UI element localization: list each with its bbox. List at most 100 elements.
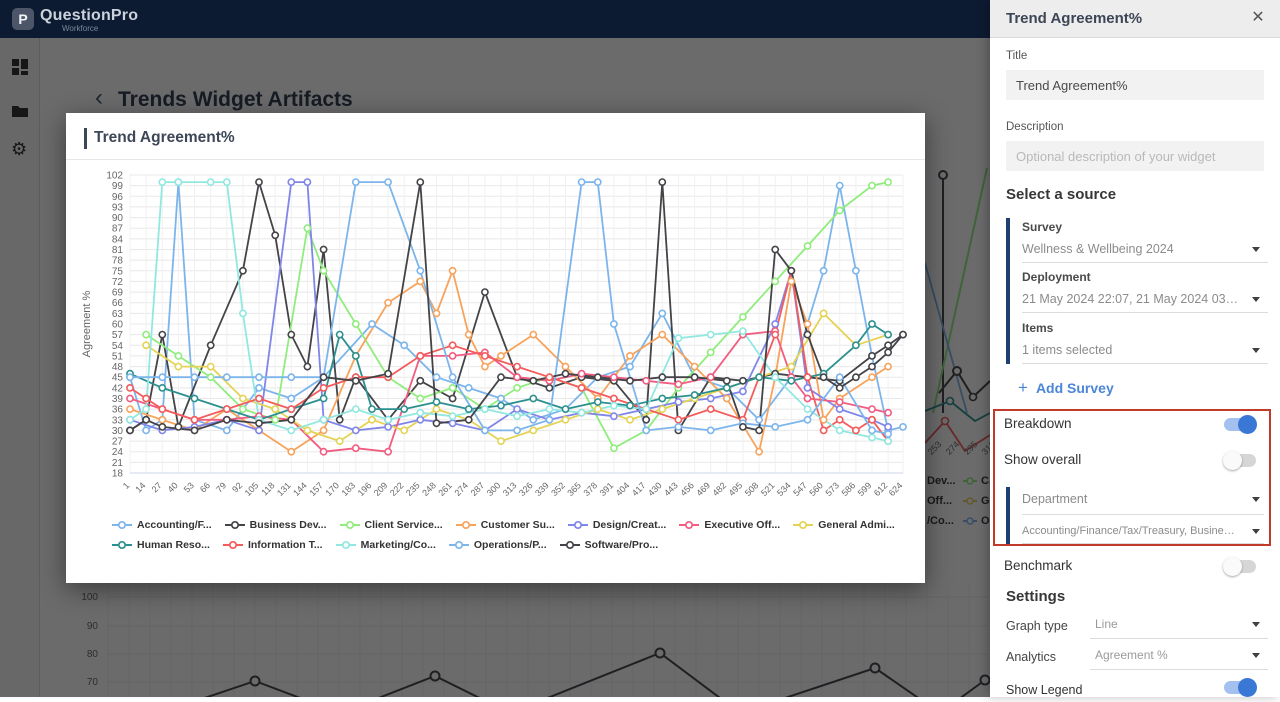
- deployment-select[interactable]: 21 May 2024 22:07, 21 May 2024 03:07, 20…: [1022, 292, 1240, 306]
- svg-text:508: 508: [743, 480, 761, 498]
- svg-text:131: 131: [275, 480, 293, 498]
- svg-text:57: 57: [112, 330, 124, 341]
- chevron-down-icon: [1252, 653, 1260, 658]
- analytics-label: Analytics: [1006, 650, 1057, 664]
- show-overall-toggle[interactable]: [1223, 451, 1256, 470]
- svg-text:42: 42: [112, 383, 124, 394]
- brand-name: QuestionPro: [40, 7, 139, 24]
- legend-marker-icon: [222, 540, 243, 550]
- svg-text:339: 339: [533, 480, 551, 498]
- breakdown-dimension-select[interactable]: Department: [1022, 492, 1088, 506]
- svg-text:36: 36: [112, 405, 124, 416]
- legend-item[interactable]: Executive Off...: [679, 519, 780, 531]
- svg-text:430: 430: [646, 480, 664, 498]
- panel-header: Trend Agreement% ✕: [990, 0, 1280, 38]
- analytics-select[interactable]: Agreement %: [1095, 648, 1168, 662]
- svg-text:495: 495: [727, 480, 745, 498]
- svg-text:21: 21: [112, 458, 124, 469]
- svg-text:84: 84: [112, 234, 124, 245]
- legend-item[interactable]: Accounting/F...: [112, 519, 212, 531]
- benchmark-toggle[interactable]: [1223, 557, 1256, 576]
- trend-line-chart: 1821242730333639424548515457606366697275…: [81, 171, 907, 498]
- svg-text:92: 92: [230, 480, 244, 494]
- legend-item[interactable]: Operations/P...: [448, 539, 547, 551]
- benchmark-label: Benchmark: [1004, 558, 1073, 573]
- svg-text:586: 586: [840, 480, 858, 498]
- divider: [1022, 262, 1268, 263]
- svg-text:102: 102: [106, 171, 123, 182]
- legend-marker-icon: [679, 520, 700, 530]
- graph-type-select[interactable]: Line: [1095, 617, 1118, 631]
- survey-select[interactable]: Wellness & Wellbeing 2024: [1022, 242, 1174, 256]
- chevron-down-icon: [1252, 247, 1260, 252]
- divider: [1022, 543, 1264, 544]
- svg-text:560: 560: [807, 480, 825, 498]
- svg-text:1: 1: [121, 480, 132, 491]
- questionpro-logo-icon[interactable]: P: [12, 8, 34, 30]
- description-input[interactable]: [1006, 141, 1264, 171]
- legend-marker-icon: [567, 520, 588, 530]
- show-overall-label: Show overall: [1004, 452, 1082, 467]
- description-field-label: Description: [1006, 121, 1064, 133]
- chevron-down-icon: [1252, 529, 1260, 534]
- svg-text:81: 81: [112, 245, 124, 256]
- svg-text:60: 60: [112, 320, 124, 331]
- legend-item[interactable]: Marketing/Co...: [335, 539, 436, 551]
- chevron-down-icon: [1252, 497, 1260, 502]
- title-input[interactable]: [1006, 70, 1264, 100]
- svg-text:78: 78: [112, 256, 124, 267]
- source-group-accent-bar: [1006, 218, 1010, 364]
- divider: [1090, 669, 1268, 670]
- items-label: Items: [1022, 321, 1054, 335]
- legend-label: Information T...: [247, 539, 323, 551]
- svg-text:96: 96: [112, 192, 124, 203]
- svg-text:75: 75: [112, 266, 124, 277]
- svg-text:45: 45: [112, 373, 124, 384]
- svg-text:93: 93: [112, 202, 124, 213]
- chart-title: Trend Agreement%: [94, 129, 235, 146]
- svg-text:54: 54: [112, 341, 124, 352]
- legend-marker-icon: [112, 520, 132, 530]
- svg-text:40: 40: [166, 480, 180, 494]
- legend-item[interactable]: Customer Su...: [455, 519, 555, 531]
- chevron-down-icon: [1252, 348, 1260, 353]
- svg-text:274: 274: [452, 480, 470, 498]
- svg-text:209: 209: [372, 480, 390, 498]
- svg-text:222: 222: [388, 480, 406, 498]
- legend-item[interactable]: Design/Creat...: [567, 519, 666, 531]
- svg-text:63: 63: [112, 309, 124, 320]
- chart-title-accent-bar: [84, 128, 87, 149]
- legend-label: Operations/P...: [473, 539, 547, 551]
- legend-item[interactable]: Information T...: [222, 539, 323, 551]
- svg-text:72: 72: [112, 277, 124, 288]
- items-select[interactable]: 1 items selected: [1022, 343, 1113, 357]
- chevron-down-icon: [1252, 622, 1260, 627]
- trend-chart-modal: Trend Agreement% 18 21 24 27 30 33 36 39 42 45 48 5…: [66, 113, 925, 583]
- svg-text:66: 66: [198, 480, 212, 494]
- legend-item[interactable]: Human Reso...: [112, 539, 210, 551]
- svg-text:300: 300: [485, 480, 503, 498]
- breakdown-toggle[interactable]: [1224, 415, 1257, 434]
- svg-text:24: 24: [112, 447, 124, 458]
- svg-text:196: 196: [356, 480, 374, 498]
- add-survey-button[interactable]: + Add Survey: [1018, 378, 1114, 398]
- close-icon[interactable]: ✕: [1251, 9, 1265, 26]
- breakdown-values-select[interactable]: Accounting/Finance/Tax/Treasury, Busines…: [1022, 525, 1240, 537]
- legend-label: Marketing/Co...: [360, 539, 436, 551]
- show-legend-toggle[interactable]: [1224, 678, 1257, 697]
- chart-legend: Accounting/F... Business Dev... Client Ser…: [112, 519, 904, 551]
- legend-item[interactable]: Business Dev...: [224, 519, 327, 531]
- svg-text:30: 30: [112, 426, 124, 437]
- legend-marker-icon: [559, 540, 580, 550]
- svg-text:287: 287: [469, 480, 487, 498]
- legend-item[interactable]: Client Service...: [339, 519, 443, 531]
- divider: [1090, 638, 1268, 639]
- brand-subtitle: Workforce: [62, 24, 99, 33]
- svg-text:573: 573: [823, 480, 841, 498]
- svg-text:456: 456: [678, 480, 696, 498]
- legend-item[interactable]: General Admi...: [793, 519, 895, 531]
- svg-text:534: 534: [775, 480, 793, 498]
- legend-item[interactable]: Software/Pro...: [559, 539, 658, 551]
- svg-text:365: 365: [565, 480, 583, 498]
- svg-text:18: 18: [112, 469, 124, 480]
